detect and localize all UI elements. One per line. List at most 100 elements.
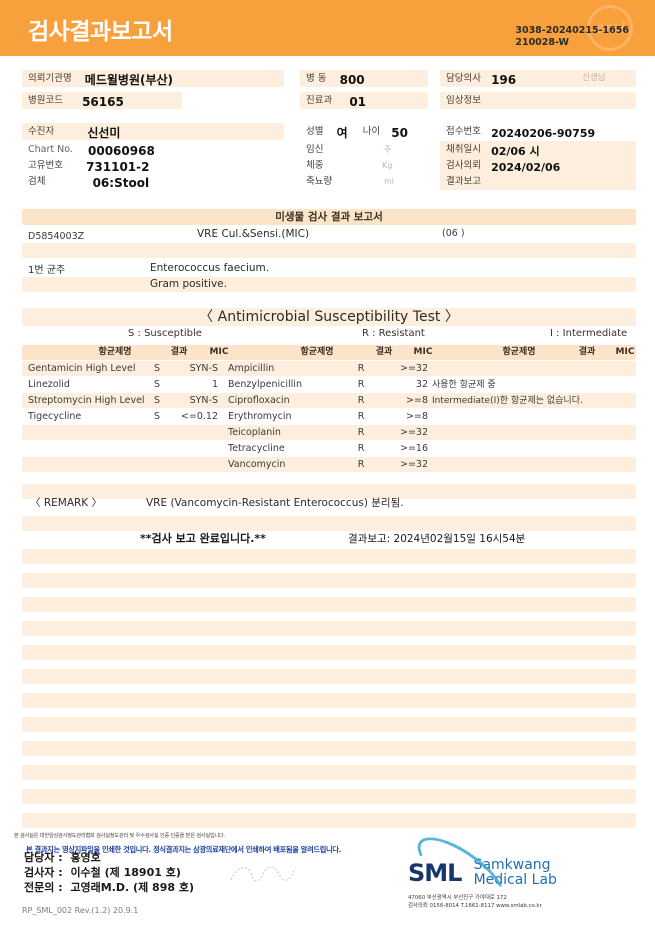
institution-label: 의뢰기관명 (28, 73, 72, 84)
report-label: 결과보고 (446, 176, 481, 187)
stripe-row (22, 573, 636, 588)
tester-value: 이수철 (제 18901 호) (70, 866, 181, 879)
ward-label: 병 동 (306, 73, 327, 84)
stripe-row (22, 516, 636, 531)
abx-mic: >=16 (399, 443, 428, 454)
abx-mic: 32 (415, 379, 428, 390)
field-sex-age: 성별 여 나이 50 (300, 123, 440, 140)
abx-drug-name: Ampicillin (228, 363, 275, 374)
sex-value: 여 (336, 126, 348, 140)
weight-unit: Kg (382, 161, 393, 170)
pregnancy-unit: 주 (384, 145, 392, 154)
abx-mic: >=8 (406, 395, 428, 406)
sml-lab-name: Samkwang Medical Lab (474, 858, 557, 888)
stripe-row (22, 789, 636, 804)
abx-drug-name: Erythromycin (228, 411, 292, 422)
tester-label: 검사자 : (24, 866, 63, 879)
ast-note-line1: 사용한 항균제 중 (432, 380, 496, 390)
specialist-label: 전문의 : (24, 881, 63, 894)
stripe-row (22, 393, 636, 408)
doctor-label: 담당의사 (446, 73, 481, 84)
abx-drug-name: Tetracycline (228, 443, 285, 454)
specimen-value: 06:Stool (92, 176, 150, 190)
field-weight: 체중 Kg (300, 157, 428, 174)
chart-no-label: Chart No. (28, 144, 73, 155)
staff-value: 홍영호 (70, 851, 101, 864)
stripe-row (22, 645, 636, 660)
doctor-suffix: 선생님 (582, 73, 606, 83)
abx-mic: >=32 (399, 363, 428, 374)
ast-title: 〈 Antimicrobial Susceptibility Test 〉 (22, 308, 636, 326)
field-doctor: 담당의사 196 선생님 (440, 70, 636, 87)
col-result-2: 결과 (375, 347, 393, 357)
stripe-row (22, 621, 636, 636)
isolate-label: 1번 균주 (28, 265, 66, 276)
abx-result: S (153, 379, 161, 390)
collected-value: 02/06 시 (491, 145, 540, 158)
abx-result: R (357, 379, 365, 390)
field-clinical-info: 임상정보 (440, 92, 636, 109)
col-result-1: 결과 (170, 347, 188, 357)
signature-tester: 검사자 : 이수철 (제 18901 호) (24, 864, 181, 880)
specialist-value: 고영래M.D. (제 898 호) (70, 881, 194, 894)
abx-mic: 1 (211, 379, 218, 390)
stripe-row: Gram positive. (22, 277, 636, 292)
abx-drug-name: Tigecycline (28, 411, 82, 422)
unique-no-label: 고유번호 (28, 160, 63, 171)
dept-value: 01 (349, 95, 367, 109)
legend-susceptible: S : Susceptible (128, 328, 202, 339)
micro-test-name: VRE Cul.&Sensi.(MIC) (197, 228, 310, 240)
age-value: 50 (391, 126, 408, 140)
sml-logo: SML Samkwang Medical Lab (407, 825, 557, 917)
institution-value: 메드윌병원(부산) (84, 73, 174, 87)
abx-mic: >=32 (399, 427, 428, 438)
sml-lab-name-line2: Medical Lab (473, 872, 557, 888)
abx-result: S (153, 363, 161, 374)
hospital-code-value: 56165 (82, 95, 124, 109)
urine-label: 축뇨량 (306, 176, 333, 187)
urine-unit: ml (384, 177, 395, 186)
clinical-info-label: 임상정보 (446, 95, 481, 106)
col-drug-1: 항균제명 (98, 347, 132, 357)
completion-text: **검사 보고 완료입니다.** (140, 532, 266, 545)
field-chart-no: Chart No. 00060968 (22, 141, 284, 158)
micro-specimen-ref: (06 ) (442, 228, 465, 239)
field-ward: 병 동 800 (300, 70, 428, 87)
legend-intermediate: I : Intermediate (550, 328, 628, 339)
stripe-row (22, 243, 636, 258)
field-pregnancy: 임신 주 (300, 141, 428, 158)
abx-mic: SYN-S (189, 395, 218, 406)
abx-result: R (357, 363, 365, 374)
abx-drug-name: Gentamicin High Level (28, 363, 136, 374)
abx-result: S (153, 395, 161, 406)
stripe-row (22, 765, 636, 780)
field-unique-no: 고유번호 731101-2 (22, 157, 284, 174)
remark-text: VRE (Vancomycin-Resistant Enterococcus) … (146, 497, 404, 509)
abx-result: R (357, 411, 365, 422)
col-drug-2: 항균제명 (300, 347, 334, 357)
stripe-row (22, 361, 636, 376)
footer-disclaimer: 본 검사실은 대한임상검사정도관리협회 검사실정도관리 및 우수검사실 인증 인… (14, 833, 226, 839)
age-label: 나이 (362, 126, 381, 137)
ast-note-line2: Intermediate(I)한 항균제는 없습니다. (432, 396, 583, 406)
staff-label: 담당자 : (24, 851, 63, 864)
abx-result: S (153, 411, 161, 422)
footer-notice: 본 결과지는 영상지파일을 인쇄한 것입니다. 정식결과지는 삼광의료재단에서 … (26, 845, 342, 854)
abx-mic: SYN-S (189, 363, 218, 374)
sml-lab-name-line1: Samkwang (473, 857, 551, 873)
specimen-label: 검체 (28, 176, 46, 187)
stripe-row (22, 813, 636, 828)
barcode-id-secondary: 210028-W (515, 36, 569, 48)
stripe-row (22, 693, 636, 708)
collected-label: 채취일시 (446, 144, 481, 155)
doctor-value: 196 (491, 73, 517, 87)
patient-name-label: 수진자 (28, 126, 55, 137)
dept-label: 진료과 (306, 95, 333, 106)
sml-mark-text: SML (408, 859, 462, 887)
abx-result: R (357, 395, 365, 406)
stripe-row (22, 597, 636, 612)
signature-specialist: 전문의 : 고영래M.D. (제 898 호) (24, 879, 194, 895)
stripe-row (22, 425, 636, 440)
requested-label: 검사의뢰 (446, 160, 481, 171)
isolate-row: 1번 균주 Enterococcus faecium. (22, 260, 636, 276)
